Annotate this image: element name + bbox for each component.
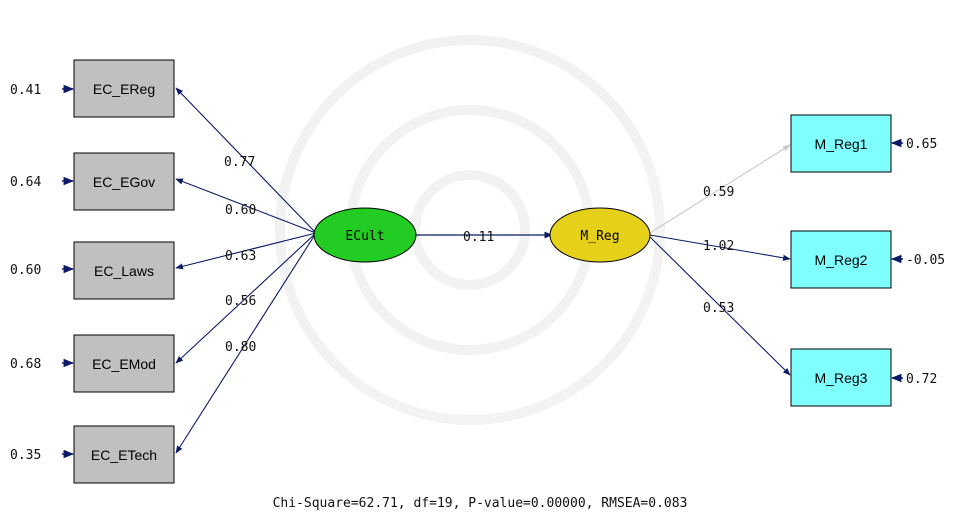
indicator-box-ec-emod [73,334,175,393]
loading-path-r1 [649,144,791,234]
right-indicator-boxes: M_Reg1 M_Reg2 M_Reg3 [790,114,892,407]
latent-m-reg-label: M_Reg [580,229,619,244]
indicator-label: EC_EGov [93,174,155,190]
indicator-box-m-reg1 [790,114,892,173]
loading-value: 0.80 [225,340,256,355]
indicator-label: EC_EReg [93,81,155,97]
left-error-values: 0.41 0.64 0.60 0.68 0.35 [10,83,41,463]
loading-value: 0.56 [225,294,256,309]
error-value: 0.60 [10,263,41,278]
structural-path-value: 0.11 [463,230,494,245]
latent-ecult [313,207,417,263]
loading-value: 0.53 [703,301,734,316]
loading-value: 0.60 [225,203,256,218]
error-value: -0.05 [906,253,945,268]
loading-value: 0.59 [703,185,734,200]
indicator-box-m-reg2 [790,230,892,289]
error-value: 0.41 [10,83,41,98]
right-error-values: 0.65 -0.05 0.72 [906,137,945,387]
loading-value: 1.02 [703,239,734,254]
latent-ecult-label: ECult [345,229,384,244]
left-indicator-boxes: EC_EReg EC_EGov EC_Laws EC_EMod EC_ETech [73,59,175,484]
error-value: 0.72 [906,372,937,387]
loading-path-2 [175,178,317,234]
loading-path-3 [175,232,317,270]
left-error-arrows [62,84,75,459]
left-loading-values: 0.77 0.60 0.63 0.56 0.80 [224,155,256,355]
error-value: 0.68 [10,357,41,372]
loading-path-4 [175,232,317,364]
right-error-arrows [890,138,903,383]
indicator-box-ec-etech [73,425,175,484]
right-loading-paths [649,144,791,376]
indicator-box-ec-egov [73,152,175,211]
indicator-label: M_Reg2 [815,252,868,268]
indicator-box-ec-ereg [73,59,175,118]
error-value: 0.35 [10,448,41,463]
indicator-box-ec-laws [73,241,175,300]
loading-value: 0.63 [225,249,256,264]
indicator-label: M_Reg1 [815,136,868,152]
left-loading-paths [175,87,317,454]
indicator-box-m-reg3 [790,348,892,407]
loading-value: 0.77 [224,155,255,170]
error-value: 0.64 [10,175,41,190]
indicator-label: EC_Laws [94,263,154,279]
fit-statistics: Chi-Square=62.71, df=19, P-value=0.00000… [273,496,688,511]
loading-path-r3 [649,236,791,376]
right-loading-values: 0.59 1.02 0.53 [703,185,734,316]
latent-m-reg [549,207,651,263]
indicator-label: EC_ETech [91,447,157,463]
indicator-label: EC_EMod [92,356,156,372]
error-value: 0.65 [906,137,937,152]
loading-path-r2 [649,234,791,261]
indicator-label: M_Reg3 [815,370,868,386]
loading-path-1 [175,87,317,234]
loading-path-5 [175,232,317,454]
